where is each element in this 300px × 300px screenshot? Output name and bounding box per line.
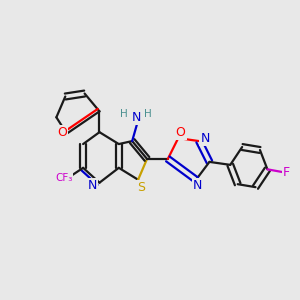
Text: S: S: [137, 181, 145, 194]
Text: N: N: [200, 132, 210, 145]
Text: O: O: [176, 126, 186, 139]
Text: N: N: [132, 111, 141, 124]
Text: N: N: [193, 178, 202, 192]
Text: O: O: [57, 126, 67, 139]
Text: CF₃: CF₃: [55, 173, 73, 183]
Text: F: F: [283, 166, 290, 179]
Text: H: H: [120, 109, 128, 119]
Text: H: H: [144, 109, 152, 119]
Text: N: N: [87, 179, 97, 192]
